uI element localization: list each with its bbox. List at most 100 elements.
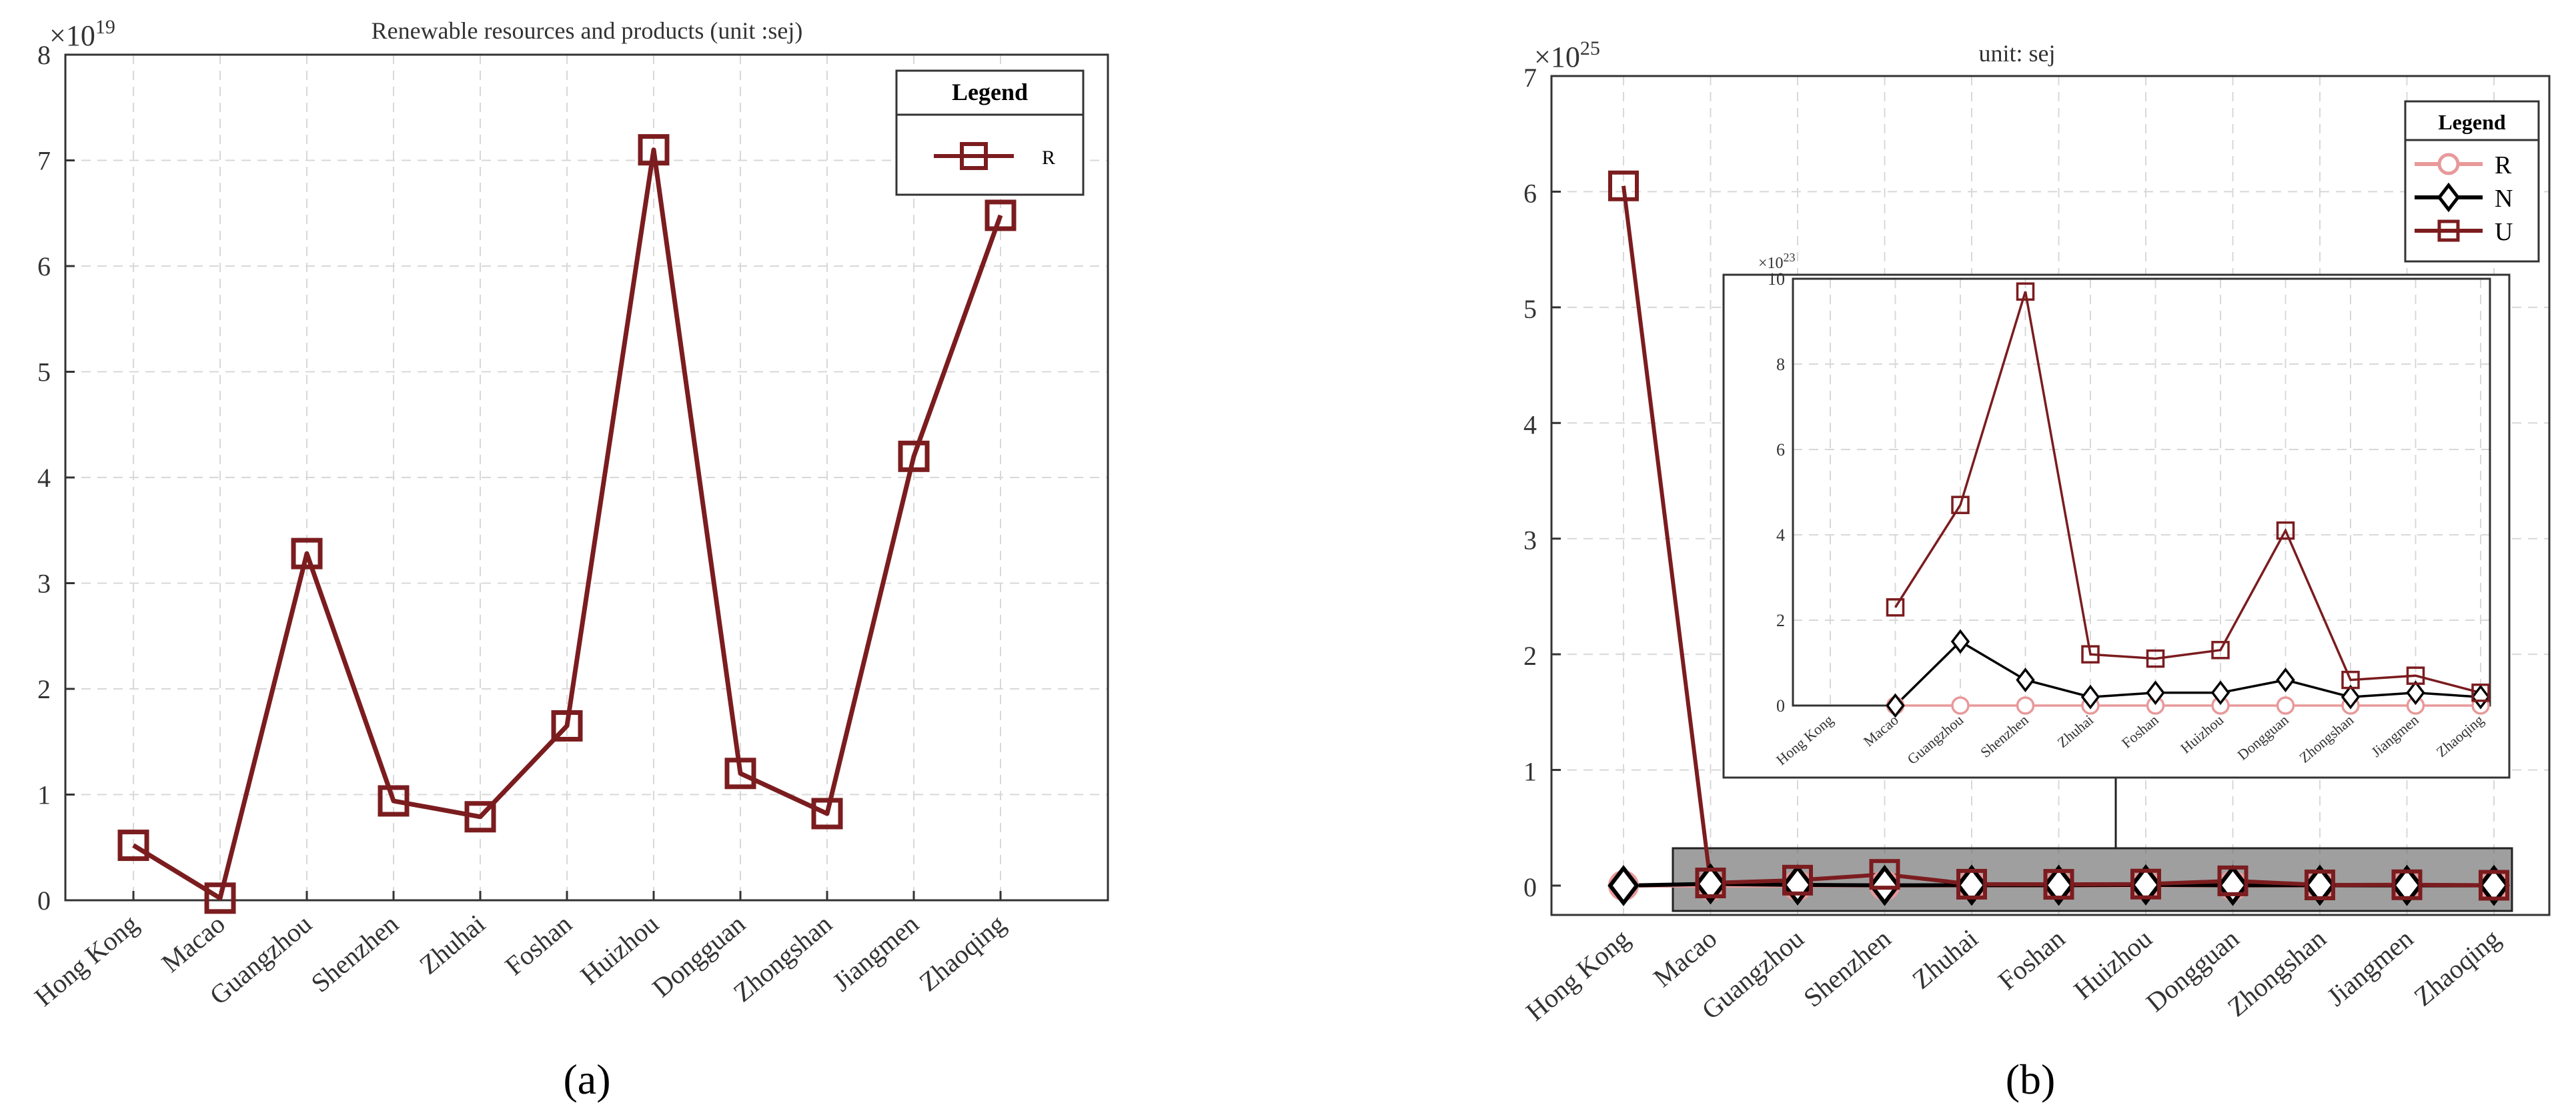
chart-b-title: unit: sej bbox=[1979, 40, 2056, 67]
chart-b-inset-point-U bbox=[2016, 282, 2035, 301]
chart-a-y-tick-label: 2 bbox=[37, 674, 51, 704]
chart-b-point-U bbox=[1956, 868, 1987, 900]
chart-a-y-tick-label: 6 bbox=[37, 251, 51, 281]
chart-a-point-R bbox=[551, 710, 583, 742]
chart-b-legend-marker-N bbox=[2437, 182, 2461, 213]
chart-b-inset-y-tick-label: 10 bbox=[1768, 269, 1785, 289]
chart-a-y-tick-label: 3 bbox=[37, 569, 51, 599]
chart-a-legend-title: Legend bbox=[952, 79, 1028, 105]
chart-b-inset-point-U bbox=[1951, 495, 1970, 514]
chart-b-point-N bbox=[2130, 864, 2162, 906]
chart-b-y-tick-label: 3 bbox=[1523, 525, 1537, 555]
chart-b-inset-point-N bbox=[2471, 684, 2491, 710]
chart-b-inset-grid bbox=[1793, 279, 2490, 706]
chart-b-inset-point-R bbox=[2016, 696, 2035, 715]
chart-b-x-tick-label: Zhuhai bbox=[1906, 923, 1984, 994]
chart-b-x-tick-label: Zhaoqing bbox=[2408, 923, 2505, 1012]
chart-a-legend-marker-R bbox=[960, 142, 988, 170]
chart-b-point-U bbox=[1608, 170, 1639, 201]
chart-a-point-R bbox=[985, 199, 1017, 231]
chart-b-point-U bbox=[1782, 864, 1813, 896]
chart-a-scale: ×1019 bbox=[49, 16, 115, 52]
chart-b-legend-label-N: N bbox=[2495, 185, 2513, 213]
chart-b-x-tick-label: Hong Kong bbox=[1520, 923, 1636, 1026]
chart-b-inset-point-N bbox=[2276, 668, 2295, 693]
chart-b-inset-point-N bbox=[2210, 680, 2230, 706]
chart-a-point-R bbox=[204, 882, 236, 914]
chart-b-inset-point-U bbox=[2406, 666, 2425, 685]
chart-b-inset-y-tick-label: 2 bbox=[1776, 611, 1785, 630]
chart-a-series bbox=[117, 134, 1017, 914]
chart-b-legend-marker-R bbox=[2437, 153, 2460, 175]
chart-b-point-N bbox=[2304, 864, 2336, 906]
chart-b-inset-series-line-U bbox=[1894, 291, 2481, 694]
chart-a-x-tick-label: Jiangmen bbox=[826, 908, 924, 997]
chart-a-y-tick-label: 8 bbox=[37, 40, 51, 70]
chart-b-plot-frame bbox=[1550, 75, 2551, 916]
chart-b-point-U bbox=[2130, 868, 2161, 900]
chart-a-y-tick-label: 4 bbox=[37, 463, 51, 493]
chart-b-y-tick-label: 4 bbox=[1523, 409, 1537, 439]
chart-b-point-N bbox=[1868, 864, 1901, 906]
chart-a-y-tick-label: 7 bbox=[37, 146, 51, 176]
chart-b-legend-label-U: U bbox=[2495, 218, 2513, 246]
chart-b-inset-point-N bbox=[2016, 668, 2035, 693]
chart-b-inset-y-tick-label: 4 bbox=[1776, 525, 1785, 545]
chart-a-plot-frame bbox=[64, 53, 1109, 902]
chart-a-y-tick-label: 0 bbox=[37, 886, 51, 916]
chart-a-x-tick-label: Zhuhai bbox=[414, 908, 491, 980]
chart-b-inset-series bbox=[1886, 282, 2491, 718]
chart-b-point-N bbox=[2042, 864, 2075, 906]
chart-a-y-tick-label: 1 bbox=[37, 780, 51, 810]
chart-b-inset-point-N bbox=[2341, 684, 2361, 710]
chart-b-legend-marker-U bbox=[2437, 219, 2460, 242]
chart-b-inset-y-tick-label: 8 bbox=[1776, 355, 1785, 374]
chart-a-x-tick-label: Zhaoqing bbox=[913, 908, 1011, 997]
chart-b-y-axis: 0 1 2 3 4 5 6 7 bbox=[1523, 63, 1561, 902]
chart-b-scale: ×1025 bbox=[1534, 37, 1600, 73]
chart-b-inset-y-tick-label: 0 bbox=[1776, 696, 1785, 716]
chart-b-point-U bbox=[1695, 868, 1726, 899]
chart-b-inset-point-U bbox=[2081, 645, 2100, 664]
chart-b-inset-point-R bbox=[1951, 696, 1970, 715]
chart-b-inset-point-N bbox=[1950, 629, 1970, 654]
chart-b-point-U bbox=[2391, 869, 2423, 900]
chart-b: unit: sej ×1025 0 1 2 3 4 5 6 7 Hong Kong MacaoG… bbox=[1520, 37, 2551, 1103]
chart-b-point-U bbox=[2479, 870, 2509, 901]
chart-a-y-axis: 0 1 2 3 4 5 6 7 8 bbox=[37, 40, 75, 916]
chart-a-title: Renewable resources and products (unit :… bbox=[372, 17, 803, 44]
chart-b-x-tick-label: Shenzhen bbox=[1798, 923, 1896, 1012]
chart-b-inset-point-U bbox=[2276, 521, 2295, 540]
chart-b-y-tick-label: 7 bbox=[1523, 63, 1537, 93]
chart-b-y-tick-label: 0 bbox=[1523, 872, 1537, 902]
chart-a-point-R bbox=[378, 785, 410, 817]
chart-b-inset-point-U bbox=[2211, 641, 2230, 660]
chart-b-inset-point-N bbox=[2080, 684, 2100, 710]
chart-b-inset-point-N bbox=[2146, 680, 2165, 706]
chart-b-x-tick-label: Zhongshan bbox=[2222, 923, 2332, 1022]
chart-b-inset-point-N bbox=[1886, 693, 1905, 718]
chart-b-y-tick-label: 2 bbox=[1523, 641, 1537, 671]
chart-b-point-U bbox=[2043, 869, 2074, 900]
chart-b-y-tick-label: 5 bbox=[1523, 294, 1537, 324]
chart-b-inset-point-N bbox=[2406, 680, 2425, 706]
chart-a-y-tick-label: 5 bbox=[37, 357, 51, 387]
chart-b-point-N bbox=[1956, 864, 1988, 906]
chart-b-x-tick-label: Foshan bbox=[1992, 923, 2070, 996]
chart-b-inset-y-axis: 0 2 4 6 8 10 bbox=[1768, 269, 1785, 716]
chart-b-point-N bbox=[2478, 864, 2510, 906]
chart-b-y-tick-label: 6 bbox=[1523, 178, 1537, 208]
panel-label-b: (b) bbox=[2006, 1056, 2056, 1103]
chart-b-legend: Legend RNU bbox=[2404, 100, 2540, 263]
panel-label-a: (a) bbox=[563, 1056, 610, 1103]
chart-b-point-U bbox=[2305, 869, 2335, 900]
chart-a-point-R bbox=[291, 537, 323, 570]
chart-b-point-N bbox=[1694, 863, 1727, 905]
chart-b-series bbox=[1607, 170, 2510, 906]
chart-a-series-line-R bbox=[132, 147, 1003, 901]
chart-a-point-R bbox=[898, 440, 930, 472]
chart-b-inset-y-tick-label: 6 bbox=[1776, 440, 1785, 459]
